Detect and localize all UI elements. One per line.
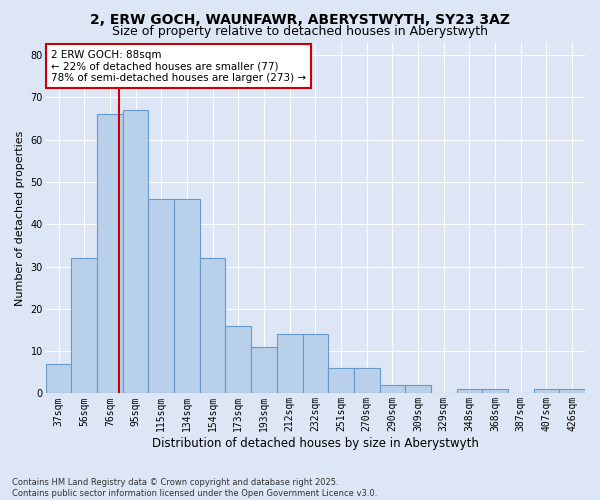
- X-axis label: Distribution of detached houses by size in Aberystwyth: Distribution of detached houses by size …: [152, 437, 479, 450]
- Bar: [354, 368, 380, 394]
- Bar: [200, 258, 226, 394]
- Bar: [302, 334, 328, 394]
- Bar: [405, 385, 431, 394]
- Bar: [457, 389, 482, 394]
- Bar: [71, 258, 97, 394]
- Bar: [97, 114, 123, 394]
- Bar: [380, 385, 405, 394]
- Bar: [46, 364, 71, 394]
- Bar: [148, 199, 174, 394]
- Bar: [277, 334, 302, 394]
- Bar: [328, 368, 354, 394]
- Bar: [533, 389, 559, 394]
- Bar: [251, 347, 277, 394]
- Bar: [482, 389, 508, 394]
- Text: Size of property relative to detached houses in Aberystwyth: Size of property relative to detached ho…: [112, 25, 488, 38]
- Text: 2 ERW GOCH: 88sqm
← 22% of detached houses are smaller (77)
78% of semi-detached: 2 ERW GOCH: 88sqm ← 22% of detached hous…: [51, 50, 306, 82]
- Bar: [174, 199, 200, 394]
- Y-axis label: Number of detached properties: Number of detached properties: [15, 130, 25, 306]
- Bar: [226, 326, 251, 394]
- Text: 2, ERW GOCH, WAUNFAWR, ABERYSTWYTH, SY23 3AZ: 2, ERW GOCH, WAUNFAWR, ABERYSTWYTH, SY23…: [90, 12, 510, 26]
- Text: Contains HM Land Registry data © Crown copyright and database right 2025.
Contai: Contains HM Land Registry data © Crown c…: [12, 478, 377, 498]
- Bar: [559, 389, 585, 394]
- Bar: [123, 110, 148, 394]
